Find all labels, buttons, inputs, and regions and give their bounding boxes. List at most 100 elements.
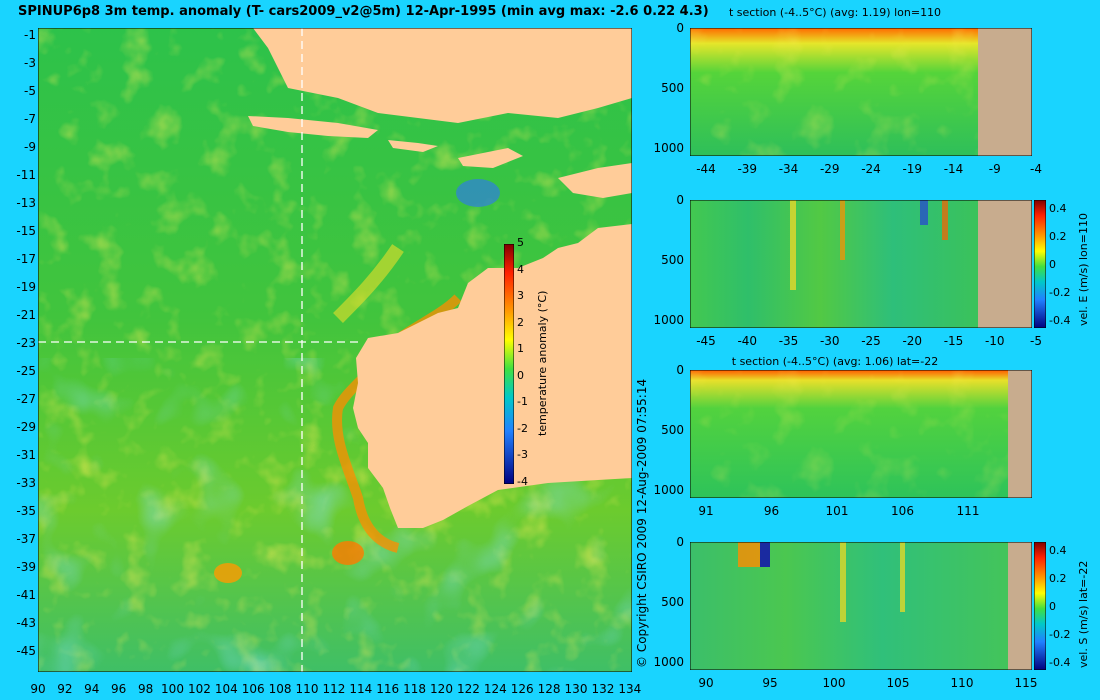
lon-tick-label: 100 [161,682,184,696]
panel-1-y-tick: 1000 [653,141,684,155]
panel-2-colorbar-tick: 0.2 [1049,230,1067,243]
panel-3-x-tick: 91 [698,504,714,518]
lon-tick-label: 112 [322,682,346,696]
colorbar-tick-label: 5 [517,236,524,249]
lon-tick-label: 98 [137,682,154,696]
lat-tick-label: -25 [16,364,36,378]
colorbar-tick-label: 1 [517,342,524,355]
panel-4-colorbar-tick: 0.4 [1049,544,1067,557]
panel-1-x-tick: -14 [943,162,964,176]
panel-3-x-tick: 101 [825,504,849,518]
lat-tick-label: -13 [16,196,36,210]
lon-tick-label: 90 [30,682,46,696]
lon-tick-label: 94 [84,682,100,696]
lon-tick-label: 128 [537,682,561,696]
panel-2-x-tick: -30 [819,334,840,348]
colorbar-tick-label: -1 [517,395,528,408]
lat-tick-label: -1 [24,28,36,42]
panel-4-x-tick: 110 [950,676,974,690]
lat-tick-label: -33 [16,476,36,490]
panel-3-x-tick: 111 [956,504,980,518]
panel-3-x-tick: 96 [763,504,780,518]
panel-1-x-tick: -34 [778,162,799,176]
panel-2-velocity-east-section [690,200,1032,328]
lat-tick-label: -35 [16,504,36,518]
panel-1-x-tick: -39 [737,162,758,176]
lon-tick-label: 132 [591,682,615,696]
panel-2-y-tick: 1000 [653,313,684,327]
copyright-text: © Copyright CSIRO 2009 12-Aug-2009 07:55… [635,378,649,668]
lat-tick-label: -21 [16,308,36,322]
panel-4-x-tick: 90 [698,676,714,690]
lon-tick-label: 130 [564,682,588,696]
indonesia-landmass [158,28,632,123]
panel-4-y-tick: 1000 [653,655,684,669]
panel-2-colorbar-tick: -0.4 [1049,314,1071,327]
map-colorbar [504,244,514,484]
colorbar-tick-label: 2 [517,315,524,329]
panel-2-colorbar-tick: 0.4 [1049,202,1067,215]
lon-tick-label: 92 [57,682,73,696]
lat-tick-label: -23 [16,336,36,350]
colorbar-tick-label: 4 [517,262,524,276]
panel-3-y-tick: 0 [676,363,684,377]
panel-2-colorbar-tick: -0.2 [1049,286,1071,299]
panel-1-x-tick: -24 [861,162,881,176]
lat-tick-label: -31 [16,448,36,462]
panel-2-x-tick: -15 [943,334,964,348]
panel-4-y-tick: 500 [661,595,684,609]
panel-4-velocity-south-section [690,542,1032,670]
lat-tick-label: -29 [16,420,36,434]
lon-tick-label: 114 [349,682,373,696]
colorbar-tick-label: -3 [517,448,528,461]
panel-2-x-tick: -10 [984,334,1005,348]
panel-4-colorbar-tick: -0.2 [1049,628,1071,641]
panel-2-x-tick: -25 [861,334,881,348]
lat-tick-label: -3 [24,56,36,70]
lon-tick-label: 118 [403,682,427,696]
lat-tick-label: -17 [16,252,36,266]
figure-title: SPINUP6p8 3m temp. anomaly (T- cars2009_… [18,4,709,19]
lat-tick-label: -9 [24,140,36,154]
panel-2-x-tick: -40 [737,334,758,348]
panel-3-title: t section (-4..5°C) (avg: 1.06) lat=-22 [731,355,939,368]
lat-tick-label: -27 [16,392,36,406]
panel-2-y-tick: 0 [676,193,684,207]
lon-tick-label: 108 [268,682,292,696]
colorbar-tick-label: -4 [517,474,528,488]
panel-1-y-tick: 500 [661,81,684,95]
panel-4-colorbar-label: vel. S (m/s) lat=-22 [1077,560,1090,668]
lon-tick-label: 134 [618,682,642,696]
panel-4-colorbar-tick: 0.2 [1049,572,1067,585]
panel-3-temperature-section-lat-22 [690,370,1032,498]
panel-3-x-tick: 106 [891,504,914,518]
panel-2-x-tick: -5 [1030,334,1042,348]
lat-tick-label: -45 [16,644,36,658]
panel-1-x-tick: -44 [696,162,716,176]
lat-tick-label: -5 [24,84,36,98]
panel-2-colorbar-tick: 0 [1049,258,1056,271]
lon-tick-label: 122 [456,682,480,696]
panel-1-y-tick: 0 [676,21,684,35]
lon-tick-label: 110 [295,682,319,696]
panel-3-y-tick: 1000 [653,483,684,497]
lon-tick-label: 96 [111,682,127,696]
lat-tick-label: -37 [16,532,36,546]
panel-2-x-tick: -20 [902,334,923,348]
australia-landmass [353,224,632,528]
panel-4-colorbar-tick: -0.4 [1049,656,1071,669]
panel-4-colorbar-tick: 0 [1049,600,1056,613]
panel-2-y-tick: 500 [661,253,684,267]
colorbar-tick-label: 0 [517,368,524,382]
lon-tick-label: 102 [187,682,211,696]
lat-tick-label: -7 [24,112,36,126]
panel-4-y-tick: 0 [676,535,684,549]
panel-2-x-tick: -35 [778,334,799,348]
panel-2-x-tick: -45 [696,334,716,348]
panel-1-x-tick: -4 [1030,162,1042,176]
panel-4-x-tick: 115 [1014,676,1038,690]
colorbar-tick-label: 3 [517,289,524,302]
lon-tick-label: 104 [214,682,238,696]
panel-4-x-tick: 100 [822,676,846,690]
panel-4-colorbar [1034,542,1046,670]
